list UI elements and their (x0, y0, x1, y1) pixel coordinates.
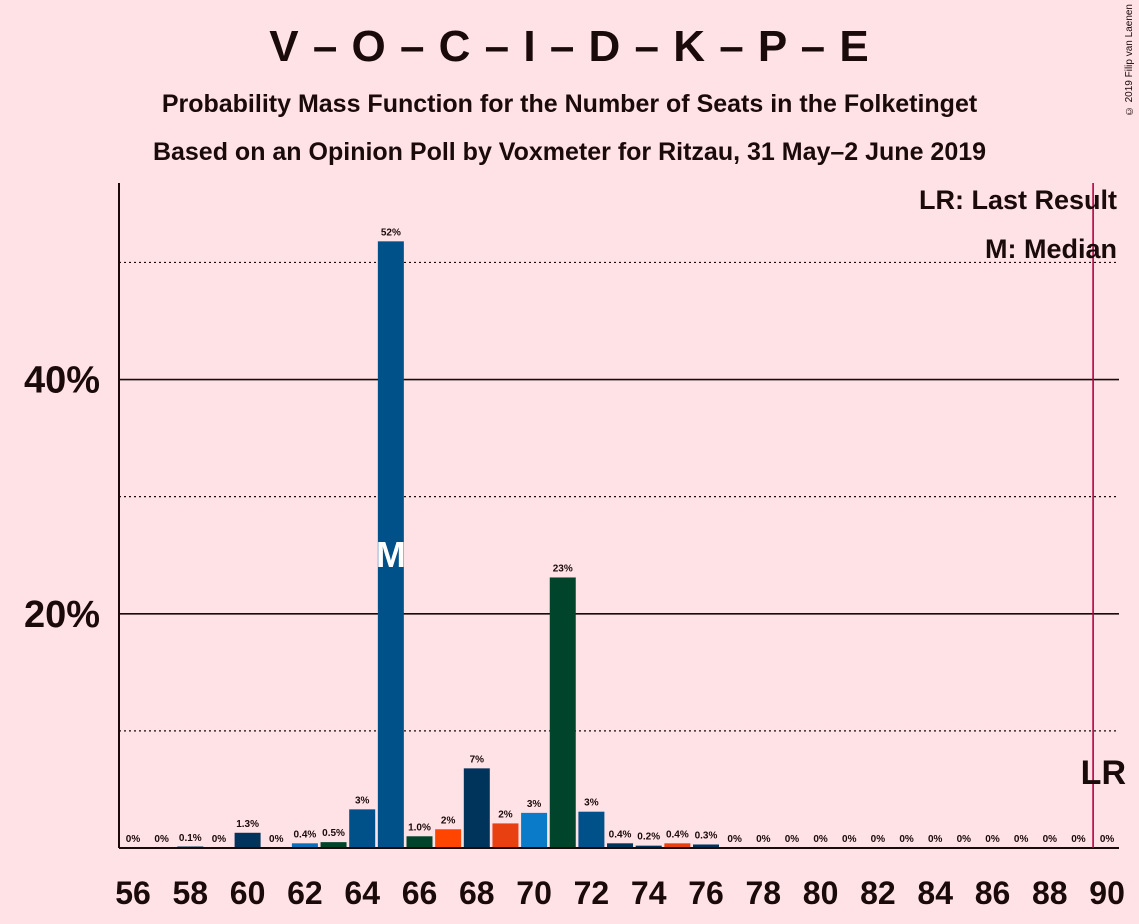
data-label-67: 2% (441, 815, 456, 826)
data-label-90: 0% (1100, 834, 1115, 845)
bars: M (177, 241, 719, 849)
y-tick-20: 20% (24, 594, 100, 636)
data-label-72: 3% (584, 798, 599, 809)
data-label-61: 0% (269, 834, 284, 845)
data-label-78: 0% (756, 834, 771, 845)
bar-69 (492, 823, 519, 848)
data-label-75: 0.4% (666, 829, 689, 840)
data-label-89: 0% (1071, 834, 1086, 845)
y-tick-labels: 20% 40% (24, 360, 100, 636)
bar-73 (607, 843, 634, 848)
data-label-87: 0% (1014, 834, 1029, 845)
chart-subtitle: Probability Mass Function for the Number… (161, 90, 978, 118)
data-label-85: 0% (957, 834, 972, 845)
data-label-70: 3% (527, 799, 542, 810)
bar-66 (406, 836, 433, 848)
data-label-58: 0.1% (179, 833, 202, 844)
x-tick-62: 62 (287, 875, 323, 911)
bar-65 (377, 241, 404, 849)
data-label-57: 0% (154, 834, 169, 845)
x-tick-58: 58 (173, 875, 209, 911)
x-tick-90: 90 (1089, 875, 1125, 911)
data-labels: 0% 0% 0.1% 0% 1.3% 0% 0.4% 0.5% 3% 52% 1.0% 2% 7% 2% 3… (126, 227, 1115, 845)
bar-60 (234, 832, 261, 848)
x-tick-60: 60 (230, 875, 266, 911)
data-label-56: 0% (126, 834, 141, 845)
bar-75 (664, 843, 691, 848)
data-label-86: 0% (985, 834, 1000, 845)
data-label-82: 0% (871, 834, 886, 845)
x-tick-labels: 56 58 60 62 64 66 68 70 72 74 76 78 80 82 84 86 88 90 (115, 875, 1125, 911)
data-label-81: 0% (842, 834, 857, 845)
chart-title: V – O – C – I – D – K – P – E (269, 22, 870, 71)
data-label-88: 0% (1043, 834, 1058, 845)
bar-72 (578, 811, 605, 848)
data-label-63: 0.5% (322, 828, 345, 839)
data-label-77: 0% (727, 834, 742, 845)
data-label-59: 0% (212, 834, 227, 845)
data-label-74: 0.2% (637, 832, 660, 843)
data-label-80: 0% (813, 834, 828, 845)
bar-63 (320, 842, 347, 848)
chart-subtitle-source: Based on an Opinion Poll by Voxmeter for… (152, 138, 987, 166)
data-label-66: 1.0% (408, 822, 431, 833)
data-label-64: 3% (355, 795, 370, 806)
data-label-68: 7% (470, 754, 485, 765)
data-label-73: 0.4% (609, 829, 632, 840)
x-tick-66: 66 (402, 875, 438, 911)
x-tick-82: 82 (860, 875, 896, 911)
x-tick-88: 88 (1032, 875, 1068, 911)
x-tick-72: 72 (574, 875, 610, 911)
bar-67 (435, 829, 462, 848)
data-label-79: 0% (785, 834, 800, 845)
bar-70 (521, 812, 548, 848)
gridlines (119, 261, 1119, 732)
y-tick-40: 40% (24, 360, 100, 402)
data-label-76: 0.3% (695, 830, 718, 841)
data-label-65: 52% (381, 227, 401, 238)
bar-64 (349, 809, 376, 848)
x-tick-80: 80 (803, 875, 839, 911)
x-tick-56: 56 (115, 875, 151, 911)
axes: LR (118, 183, 1126, 849)
data-label-62: 0.4% (294, 829, 317, 840)
last-result-marker: LR (1081, 754, 1126, 792)
bar-74 (635, 845, 662, 848)
x-tick-78: 78 (746, 875, 782, 911)
bar-76 (693, 844, 719, 848)
bar-68 (463, 768, 490, 848)
median-marker: M (376, 534, 406, 575)
data-label-69: 2% (498, 809, 513, 820)
data-label-84: 0% (928, 834, 943, 845)
bar-62 (291, 843, 318, 848)
data-label-83: 0% (899, 834, 914, 845)
bar-71 (549, 577, 576, 848)
x-tick-86: 86 (975, 875, 1011, 911)
x-tick-68: 68 (459, 875, 495, 911)
x-tick-76: 76 (688, 875, 724, 911)
x-tick-70: 70 (516, 875, 552, 911)
data-label-60: 1.3% (236, 819, 259, 830)
data-label-71: 23% (553, 563, 573, 574)
x-tick-84: 84 (917, 875, 953, 911)
legend-median: M: Median (985, 234, 1117, 264)
x-tick-74: 74 (631, 875, 667, 911)
x-tick-64: 64 (344, 875, 380, 911)
legend-last-result: LR: Last Result (919, 185, 1117, 215)
